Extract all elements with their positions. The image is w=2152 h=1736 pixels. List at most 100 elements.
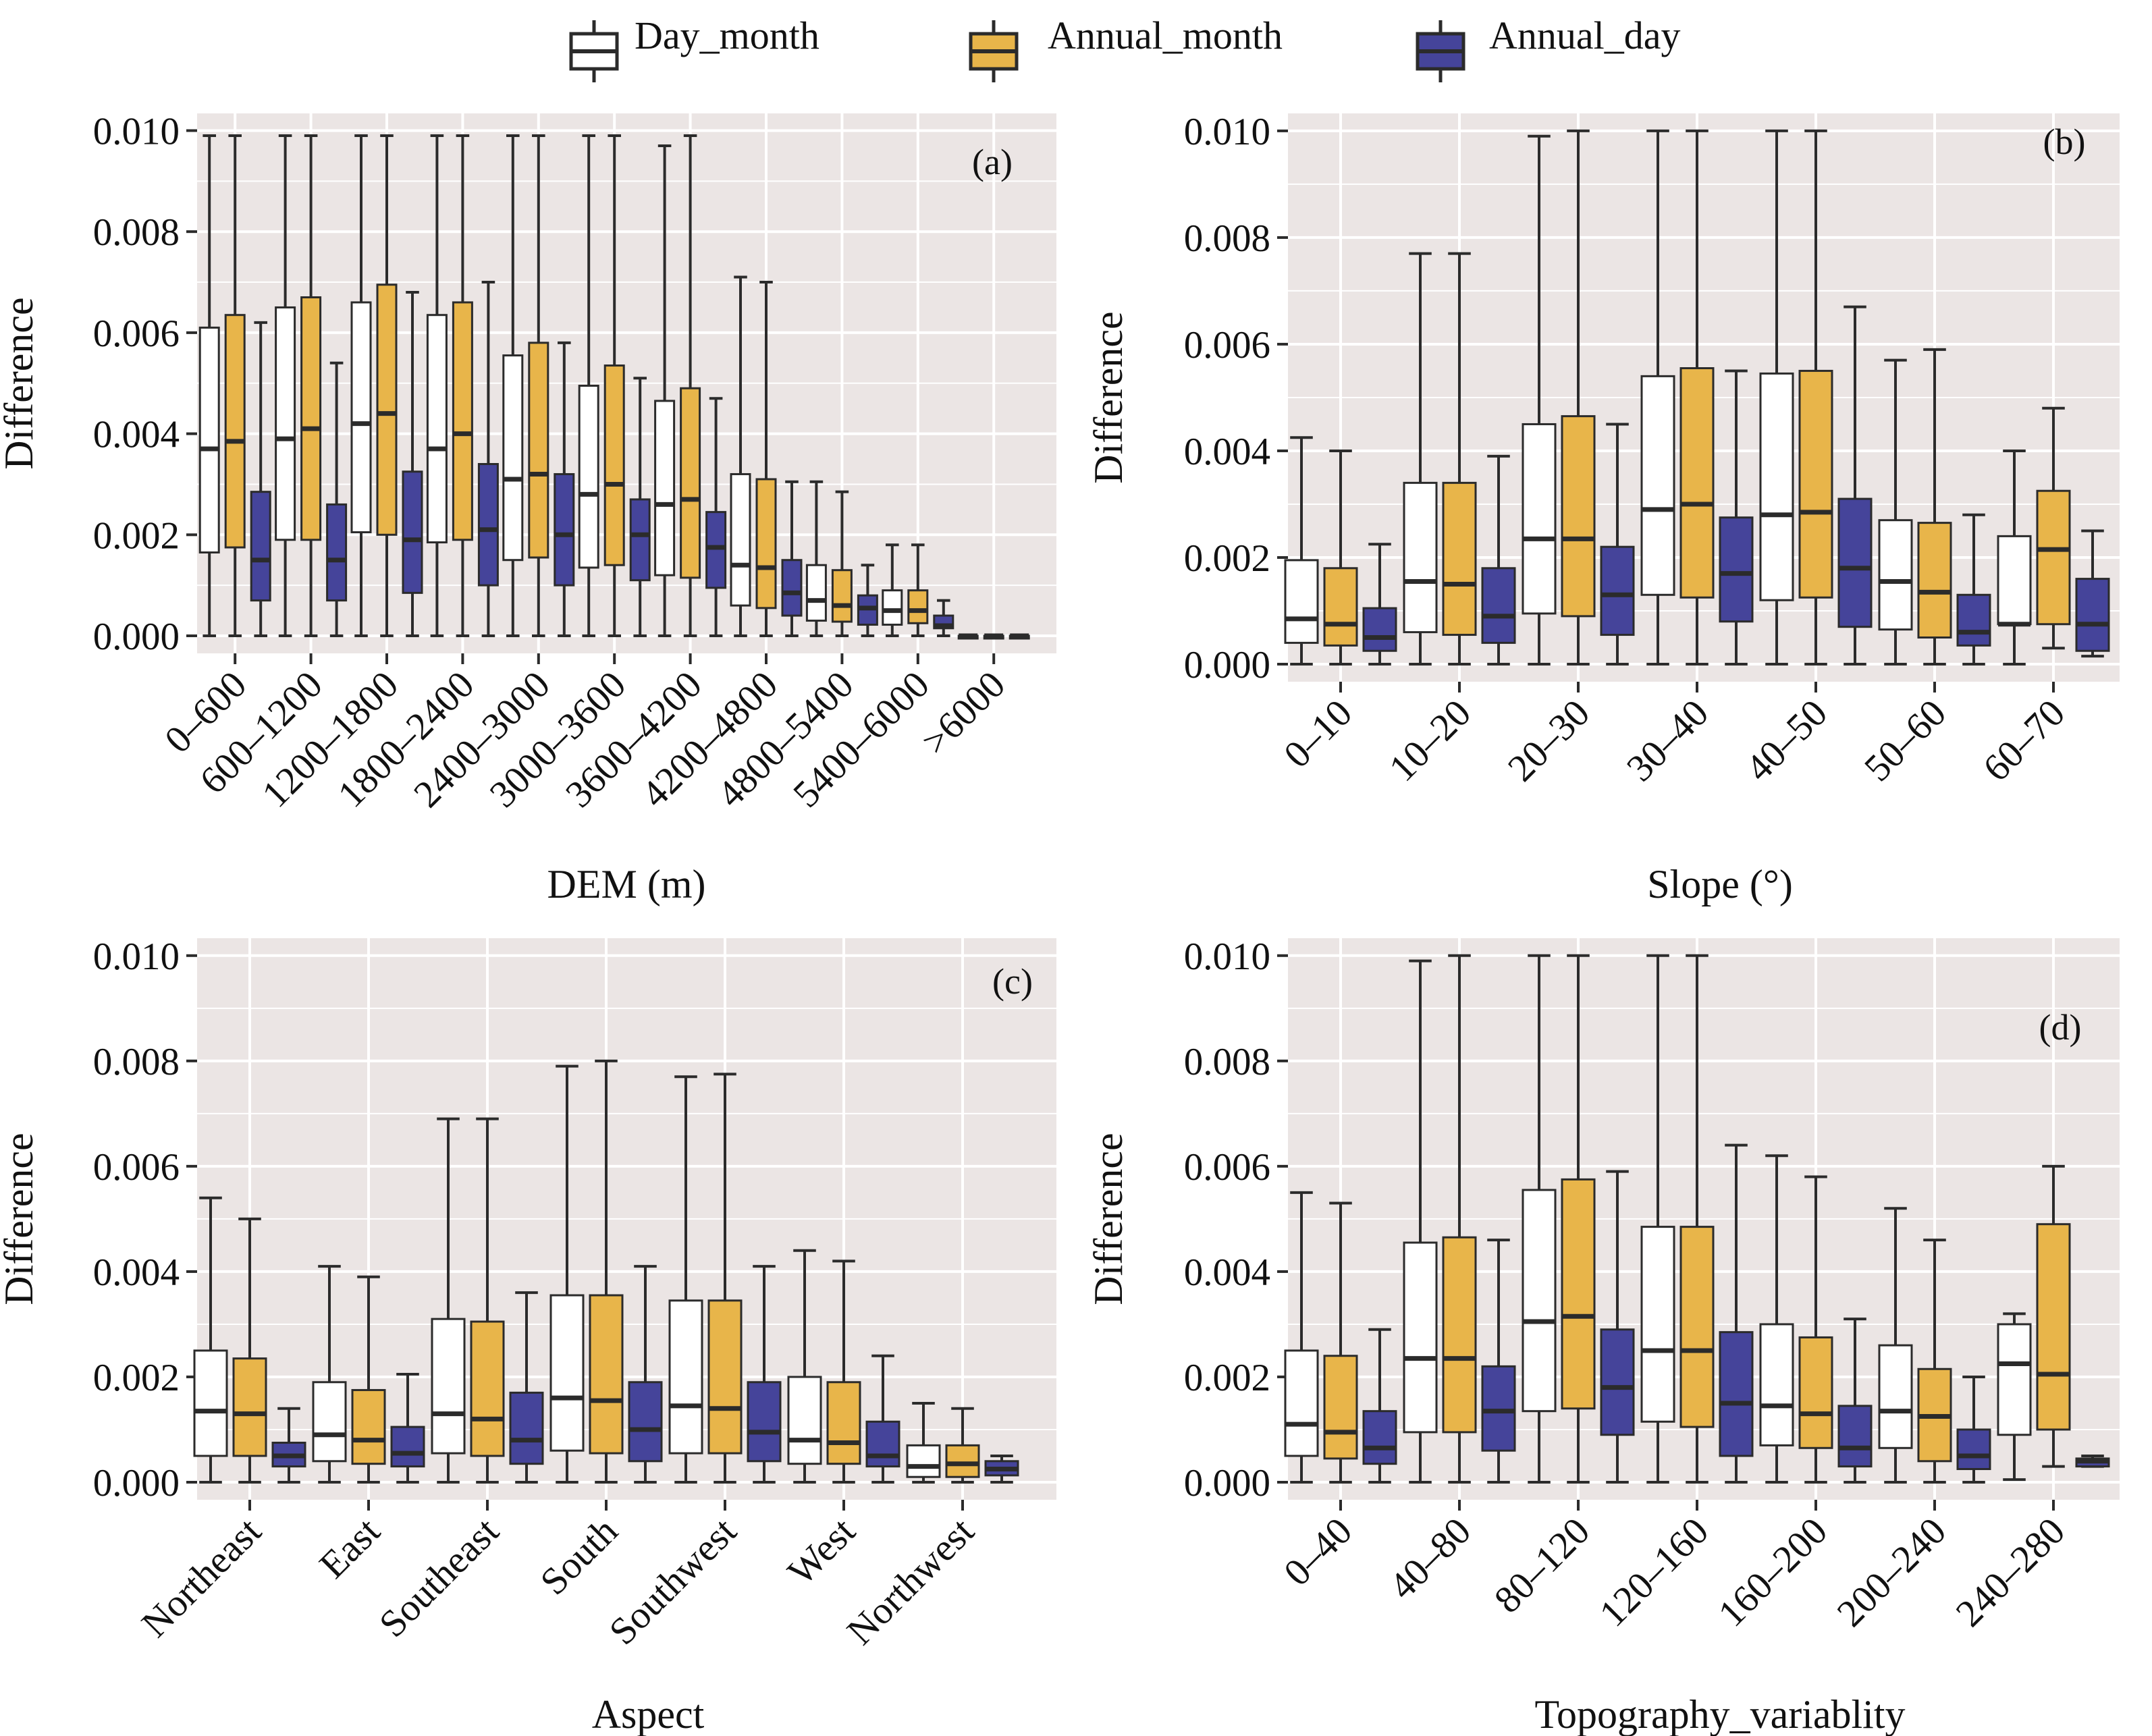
box-iqr xyxy=(1679,1226,1715,1428)
y-tick-label: 0.004 xyxy=(93,1251,180,1294)
box-iqr xyxy=(232,1357,267,1457)
box-iqr xyxy=(1284,1349,1319,1457)
box-iqr xyxy=(1837,1405,1873,1468)
box-iqr xyxy=(1362,1410,1397,1465)
legend-item-annual-day: Annual_day xyxy=(1416,13,1681,82)
x-tick-label: 0–40 xyxy=(1276,1510,1360,1594)
legend-key-day-month xyxy=(569,20,619,82)
x-axis: 0–40 40–80 80–120120–160160–200200–240240–… xyxy=(1276,1500,2073,1635)
box-iqr xyxy=(1798,1336,1833,1449)
box-iqr xyxy=(1600,1328,1635,1436)
panel-a-dem: 0.000 0.002 0.004 0.006 0.008 0.010 0–600600–1… xyxy=(0,110,1056,906)
x-tick-label: Southwest xyxy=(601,1510,745,1654)
x-tick-label: 30–40 xyxy=(1619,692,1717,790)
y-tick-label: 0.006 xyxy=(1184,324,1270,367)
panel-tag: (c) xyxy=(992,961,1033,1002)
x-tick-label: 40–50 xyxy=(1738,692,1835,790)
y-tick-label: 0.002 xyxy=(93,1357,180,1399)
box-iqr xyxy=(906,1444,941,1478)
box-iqr xyxy=(250,491,271,602)
y-axis: 0.000 0.002 0.004 0.006 0.008 0.010 xyxy=(1184,111,1288,686)
box-iqr xyxy=(680,387,701,579)
box-iqr xyxy=(2036,489,2071,626)
box-iqr xyxy=(1798,369,1833,599)
box-iqr xyxy=(747,1381,782,1463)
box-iqr xyxy=(1719,516,1754,623)
box-iqr xyxy=(1679,367,1715,599)
box-iqr xyxy=(1837,497,1873,628)
box-iqr xyxy=(431,1318,466,1455)
box-iqr xyxy=(1917,522,1952,639)
box-iqr xyxy=(589,1294,624,1455)
x-tick-label: 0–10 xyxy=(1276,692,1360,776)
box-iqr xyxy=(1640,1226,1675,1423)
box-iqr xyxy=(1759,1323,1794,1446)
box-iqr xyxy=(668,1299,703,1455)
x-tick-label: 160–200 xyxy=(1711,1510,1836,1635)
y-tick-label: 0.006 xyxy=(93,1146,180,1189)
box-iqr xyxy=(1640,375,1675,596)
y-axis-title: Difference xyxy=(0,1133,41,1305)
y-tick-label: 0.008 xyxy=(93,1041,180,1083)
box-iqr xyxy=(1442,481,1477,636)
box-series xyxy=(1284,954,2110,1484)
box-iqr xyxy=(826,1381,861,1465)
box-iqr xyxy=(831,569,853,623)
y-tick-label: 0.000 xyxy=(1184,1462,1270,1504)
box-iqr xyxy=(402,470,423,594)
box-iqr xyxy=(578,384,599,569)
y-tick-label: 0.008 xyxy=(93,211,180,254)
box-iqr xyxy=(390,1426,425,1468)
box-iqr xyxy=(1481,567,1516,644)
y-tick-label: 0.002 xyxy=(1184,537,1270,580)
box-iqr xyxy=(528,342,549,559)
x-tick-label: 80–120 xyxy=(1486,1510,1598,1621)
legend-label-annual-day: Annual_day xyxy=(1489,13,1681,57)
legend-item-annual-month: Annual_month xyxy=(969,13,1283,82)
x-tick-label: 60–70 xyxy=(1975,692,2073,790)
legend-label-annual-month: Annual_month xyxy=(1048,13,1283,57)
panel-tag: (d) xyxy=(2039,1007,2082,1048)
panel-d-topography: 0.000 0.002 0.004 0.006 0.008 0.010 0–40 40–80 8… xyxy=(1086,935,2120,1736)
box-iqr xyxy=(554,472,575,587)
panel-tag: (a) xyxy=(972,142,1013,182)
y-tick-label: 0.010 xyxy=(1184,935,1270,978)
box-iqr xyxy=(1561,1178,1596,1410)
box-iqr xyxy=(628,1381,663,1463)
box-iqr xyxy=(1522,1189,1557,1413)
box-iqr xyxy=(705,511,727,589)
x-tick-label: 200–240 xyxy=(1829,1510,1955,1635)
y-tick-label: 0.002 xyxy=(93,514,180,557)
x-tick-label: >6000 xyxy=(913,663,1013,763)
box-iqr xyxy=(781,559,803,617)
box-iqr xyxy=(1878,519,1913,631)
box-iqr xyxy=(470,1320,505,1457)
box-iqr xyxy=(426,314,448,544)
box-iqr xyxy=(477,463,499,587)
y-axis-title: Difference xyxy=(0,297,41,469)
legend-item-day-month: Day_month xyxy=(569,13,819,82)
box-iqr xyxy=(2036,1223,2071,1431)
box-iqr xyxy=(907,589,929,624)
box-iqr xyxy=(787,1376,822,1465)
box-iqr xyxy=(755,478,777,609)
y-tick-label: 0.004 xyxy=(1184,1251,1270,1294)
x-tick-label: South xyxy=(533,1510,626,1604)
box-iqr xyxy=(1522,423,1557,615)
box-iqr xyxy=(1719,1331,1754,1457)
box-iqr xyxy=(193,1349,228,1457)
y-tick-label: 0.010 xyxy=(93,935,180,978)
box-iqr xyxy=(351,1388,386,1465)
box-iqr xyxy=(945,1444,980,1478)
box-iqr xyxy=(1403,481,1438,634)
y-tick-label: 0.008 xyxy=(1184,217,1270,260)
box-iqr xyxy=(326,503,348,602)
x-axis-title: DEM (m) xyxy=(547,862,706,906)
box-iqr xyxy=(350,301,372,534)
box-iqr xyxy=(300,296,322,541)
panel-b-slope: 0.000 0.002 0.004 0.006 0.008 0.010 0–10 10–20 2… xyxy=(1086,111,2120,906)
y-tick-label: 0.006 xyxy=(1184,1146,1270,1189)
box-iqr xyxy=(1323,567,1358,647)
x-axis-title: Aspect xyxy=(592,1692,705,1736)
